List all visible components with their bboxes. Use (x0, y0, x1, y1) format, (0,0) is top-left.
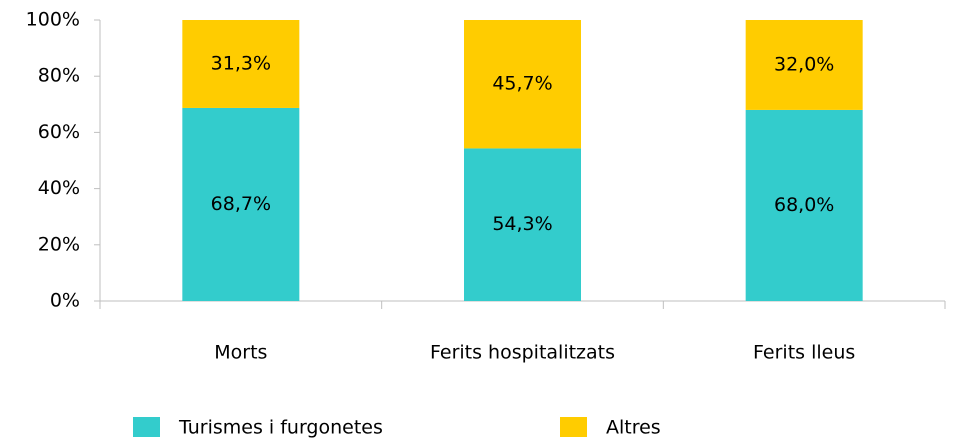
x-tick-label: Ferits lleus (753, 342, 855, 364)
y-tick-label: 0% (50, 290, 80, 312)
value-label: 45,7% (492, 73, 552, 95)
y-tick-label: 20% (38, 233, 80, 255)
legend-label: Altres (606, 417, 661, 439)
y-tick-label: 60% (38, 121, 80, 143)
bar-segment (464, 148, 581, 301)
value-label: 32,0% (774, 53, 834, 75)
y-tick-label: 40% (38, 177, 80, 199)
x-tick-label: Ferits hospitalitzats (430, 342, 615, 364)
legend-label: Turismes i furgonetes (178, 417, 383, 439)
y-tick-label: 100% (26, 9, 80, 31)
value-label: 31,3% (211, 52, 271, 74)
value-label: 68,7% (211, 193, 271, 215)
value-label: 68,0% (774, 194, 834, 216)
bar-segment (745, 109, 863, 301)
bar-segment (464, 20, 581, 149)
bar-segment (745, 20, 863, 110)
x-tick-label: Morts (214, 342, 267, 364)
legend-swatch (560, 417, 587, 437)
legend-swatch (133, 417, 160, 437)
bar-segment (182, 20, 300, 108)
y-tick-label: 80% (38, 65, 80, 87)
bar-segment (182, 107, 300, 301)
value-label: 54,3% (492, 213, 552, 235)
